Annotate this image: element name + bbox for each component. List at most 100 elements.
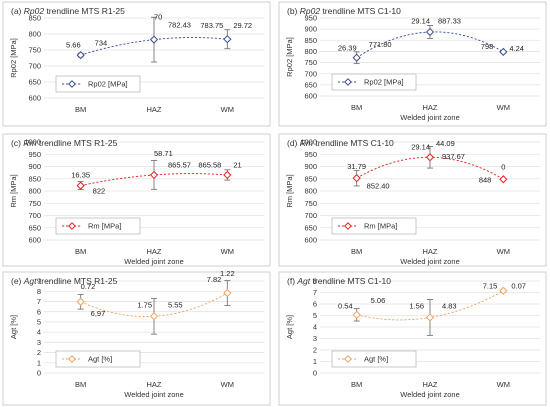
data-point: [223, 288, 232, 298]
data-point: [223, 170, 232, 180]
chart-panel-5: 0 1 2 3 4 5 6 7 8 BM HAZ WM Welded joint zone Agt [%]…: [278, 271, 547, 406]
x-tick-label: BM: [351, 247, 362, 256]
data-label: 782.43: [168, 21, 191, 30]
data-label: 4.83: [442, 302, 457, 311]
panel-letter: (c): [11, 138, 23, 148]
chart-title: (a) Rp02 trendline MTS R1-25: [11, 6, 125, 16]
data-label: 16.35: [71, 171, 90, 180]
series-line: [80, 292, 228, 317]
y-tick-label: 1000: [300, 138, 317, 147]
data-point: [499, 286, 508, 295]
panel-letter: (f): [287, 276, 297, 286]
y-tick-label: 950: [28, 150, 41, 159]
y-tick-label: 900: [304, 25, 317, 34]
data-label: 4.24: [509, 44, 524, 53]
x-tick-label: HAZ: [423, 380, 438, 389]
y-axis-label: Rp02 [MPa]: [285, 37, 294, 77]
data-label: 29.14: [411, 142, 430, 151]
data-label: 6,97: [91, 309, 106, 318]
data-label: 887.33: [438, 17, 461, 26]
data-label: 5.06: [371, 296, 386, 305]
y-tick-label: 600: [28, 94, 41, 103]
y-tick-label: 1: [37, 358, 41, 367]
data-label: 865.57: [168, 160, 191, 169]
y-axis-label: Rp02 [MPa]: [9, 38, 18, 78]
x-tick-label: BM: [351, 103, 362, 112]
legend-marker: [344, 78, 352, 86]
y-tick-label: 850: [304, 174, 317, 183]
y-tick-label: 650: [304, 80, 317, 89]
panel-letter: (d): [287, 138, 300, 148]
title-symbol: Rp02: [24, 6, 45, 16]
chart-title: (f) Agt trendline MTS C1-10: [287, 276, 391, 286]
y-tick-label: 6: [313, 300, 317, 309]
y-tick-label: 750: [28, 199, 41, 208]
y-tick-label: 800: [28, 187, 41, 196]
y-axis-label: Agt [%]: [285, 315, 294, 339]
y-tick-label: 0: [37, 369, 41, 378]
y-tick-label: 4: [37, 328, 41, 337]
y-tick-label: 2: [313, 346, 317, 355]
data-label: 58.71: [154, 149, 173, 158]
data-label: 0.07: [511, 281, 526, 290]
data-label: 798: [481, 42, 494, 51]
data-point: [425, 27, 435, 37]
legend-label: Rm [MPa]: [364, 222, 397, 231]
x-tick-label: HAZ: [147, 380, 162, 389]
y-tick-label: 600: [28, 236, 41, 245]
y-tick-label: 7: [313, 288, 317, 297]
y-tick-label: 3: [37, 338, 41, 347]
chart-panel-2: 600 650 700 750 800 850 900 950 1000 BM HAZ WM Welde…: [2, 133, 271, 267]
y-tick-label: 650: [304, 223, 317, 232]
title-text: trendline MTS R1-25: [37, 276, 118, 286]
legend-box: [331, 350, 417, 368]
x-tick-label: HAZ: [147, 247, 162, 256]
panel-letter: (b): [287, 6, 300, 16]
data-label: 937.67: [442, 152, 465, 161]
chart-title: (b) Rp02 trendline MTS C1-10: [287, 6, 401, 16]
x-tick-label: WM: [497, 247, 510, 256]
data-label: 70: [154, 12, 162, 21]
y-tick-label: 1: [313, 357, 317, 366]
title-symbol: Rm: [23, 138, 36, 148]
chart-panel-0: 600 650 700 750 800 850 BM HAZ WM Rp02 [MPa] (a) R…: [2, 1, 271, 127]
data-label: 734: [95, 39, 108, 48]
y-tick-label: 1000: [24, 138, 41, 147]
y-tick-label: 850: [28, 174, 41, 183]
data-label: 852.40: [367, 182, 390, 191]
data-label: 29.72: [233, 21, 252, 30]
data-label: 0.54: [338, 302, 353, 311]
y-tick-label: 800: [28, 30, 41, 39]
x-tick-label: BM: [75, 105, 86, 114]
x-tick-label: HAZ: [423, 103, 438, 112]
data-point: [76, 297, 85, 306]
y-tick-label: 5: [37, 317, 41, 326]
x-tick-label: WM: [221, 380, 234, 389]
y-tick-label: 700: [28, 211, 41, 220]
title-symbol: Rm: [300, 138, 313, 148]
panel-border: [278, 133, 547, 267]
y-tick-label: 650: [28, 78, 41, 87]
legend-marker: [68, 80, 76, 88]
legend-marker: [68, 222, 76, 230]
data-point: [76, 181, 85, 190]
chart-title: (c) Rm trendline MTS R1-25: [11, 138, 118, 148]
y-tick-label: 600: [304, 92, 317, 101]
data-label: 1.75: [137, 301, 152, 310]
data-label: 1.56: [409, 302, 424, 311]
y-axis-label: Rm [MPa]: [9, 174, 18, 207]
legend-box: [331, 217, 417, 235]
data-label: 783.75: [200, 21, 223, 30]
data-point: [149, 312, 159, 321]
data-point: [149, 35, 159, 44]
y-tick-label: 850: [28, 14, 41, 23]
title-text: trendline MTS C1-10: [313, 138, 394, 148]
y-tick-label: 600: [304, 236, 317, 245]
data-label: 7.15: [483, 281, 498, 290]
title-text: trendline MTS R1-25: [44, 6, 125, 16]
y-tick-label: 2: [37, 348, 41, 357]
x-tick-label: HAZ: [423, 247, 438, 256]
y-tick-label: 7: [37, 297, 41, 306]
legend-label: Agt [%]: [88, 355, 112, 364]
y-axis-label: Agt [%]: [9, 315, 18, 339]
